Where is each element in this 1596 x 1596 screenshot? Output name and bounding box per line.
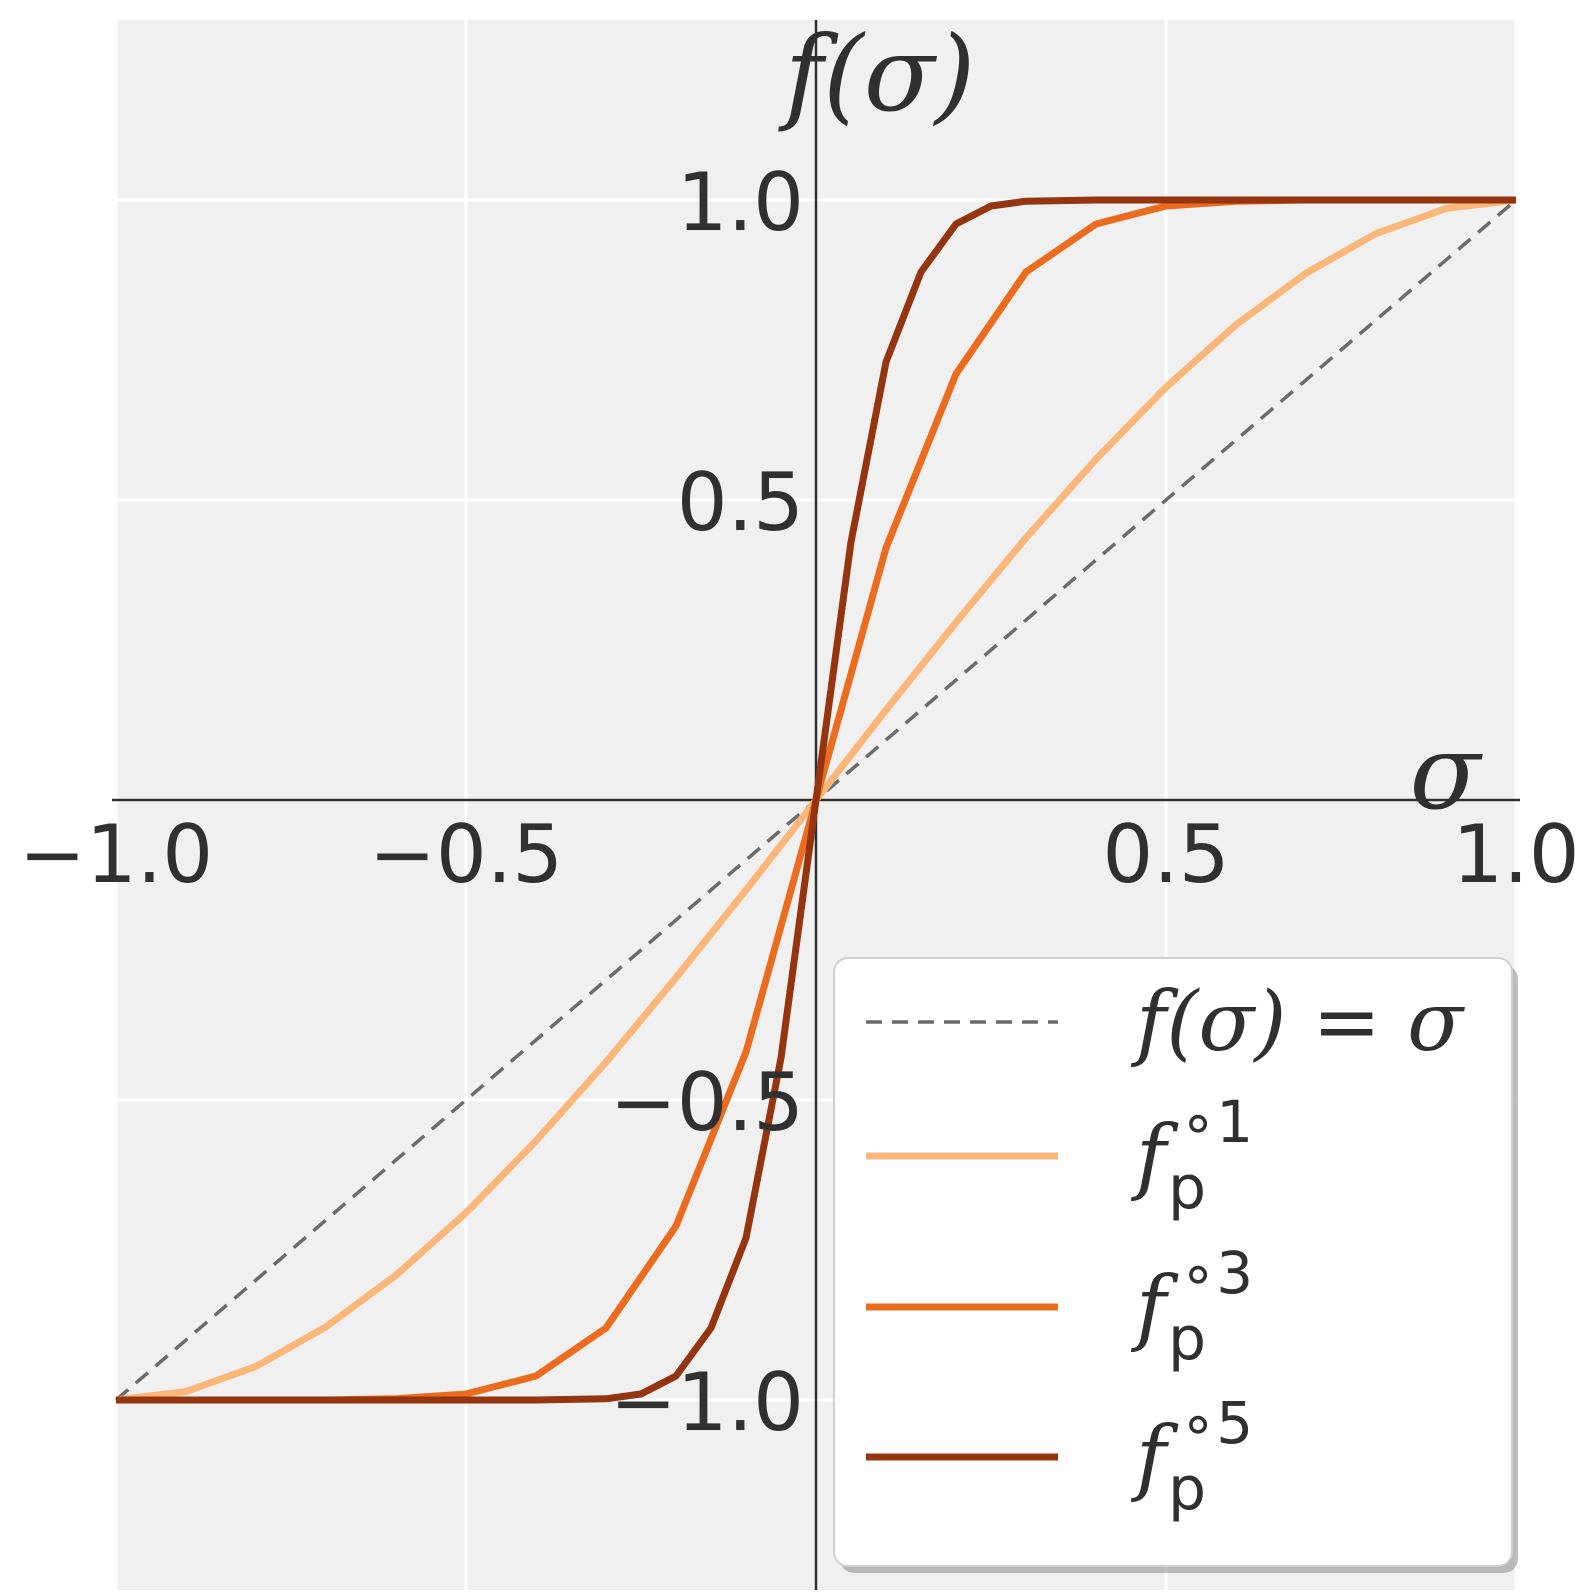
legend-label-sup: ∘1 [1180, 1088, 1253, 1156]
legend-label: f(σ) = σ [1130, 975, 1465, 1070]
legend-items: f(σ) = σf p∘1f p∘3f p∘5 [866, 975, 1465, 1524]
y-tick-label: −1.0 [610, 1356, 804, 1449]
x-tick-label: −1.0 [19, 808, 213, 901]
series-group [114, 196, 1518, 1404]
legend-label-sup: ∘3 [1180, 1239, 1253, 1307]
legend-label-sub: p [1168, 1454, 1206, 1524]
legend-label-sub: p [1168, 1153, 1206, 1223]
legend-label-sup: ∘5 [1180, 1389, 1253, 1457]
y-tick-label: 1.0 [677, 156, 804, 249]
x-axis-label: σ [1410, 711, 1484, 833]
series-line-3 [116, 196, 1516, 1404]
legend-box [833, 957, 1513, 1567]
x-tick-label: 1.0 [1452, 808, 1579, 901]
x-tick-label: 0.5 [1102, 808, 1229, 901]
y-tick-label: 0.5 [677, 456, 804, 549]
tick-labels: −1.0 −0.5 0.5 1.0 1.0 0.5 −0.5 −1.0 [19, 156, 1580, 1449]
legend-label-sub: p [1168, 1304, 1206, 1374]
y-tick-label: −0.5 [610, 1056, 804, 1149]
x-tick-label: −0.5 [369, 808, 563, 901]
legend: f(σ) = σf p∘1f p∘3f p∘5 [833, 957, 1518, 1573]
y-axis-label: f(σ) [778, 13, 976, 135]
